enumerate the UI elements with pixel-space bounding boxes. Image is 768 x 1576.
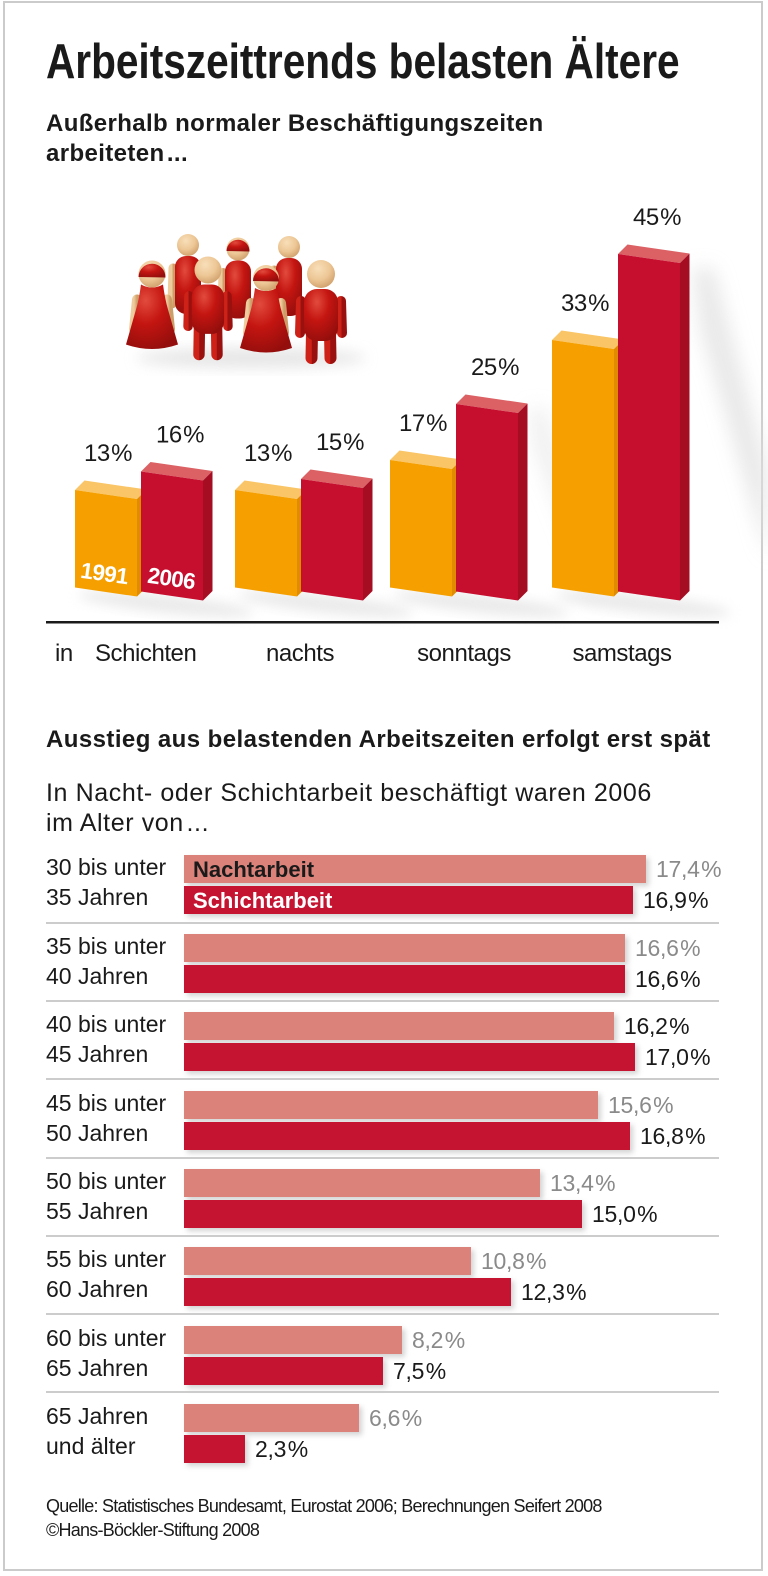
svg-text:Schichten: Schichten bbox=[95, 640, 196, 667]
svg-text:nachts: nachts bbox=[266, 640, 334, 667]
svg-text:25 %: 25 % bbox=[471, 354, 519, 381]
svg-text:16 %: 16 % bbox=[156, 422, 204, 449]
svg-text:samstags: samstags bbox=[572, 640, 672, 667]
svg-text:15 %: 15 % bbox=[316, 429, 364, 456]
svg-text:17 %: 17 % bbox=[399, 410, 447, 437]
svg-text:33 %: 33 % bbox=[561, 290, 609, 317]
svg-text:in: in bbox=[55, 640, 73, 667]
svg-text:sonntags: sonntags bbox=[417, 640, 511, 667]
svg-text:13 %: 13 % bbox=[244, 440, 292, 467]
svg-text:45 %: 45 % bbox=[633, 204, 681, 231]
svg-text:13 %: 13 % bbox=[84, 440, 132, 467]
